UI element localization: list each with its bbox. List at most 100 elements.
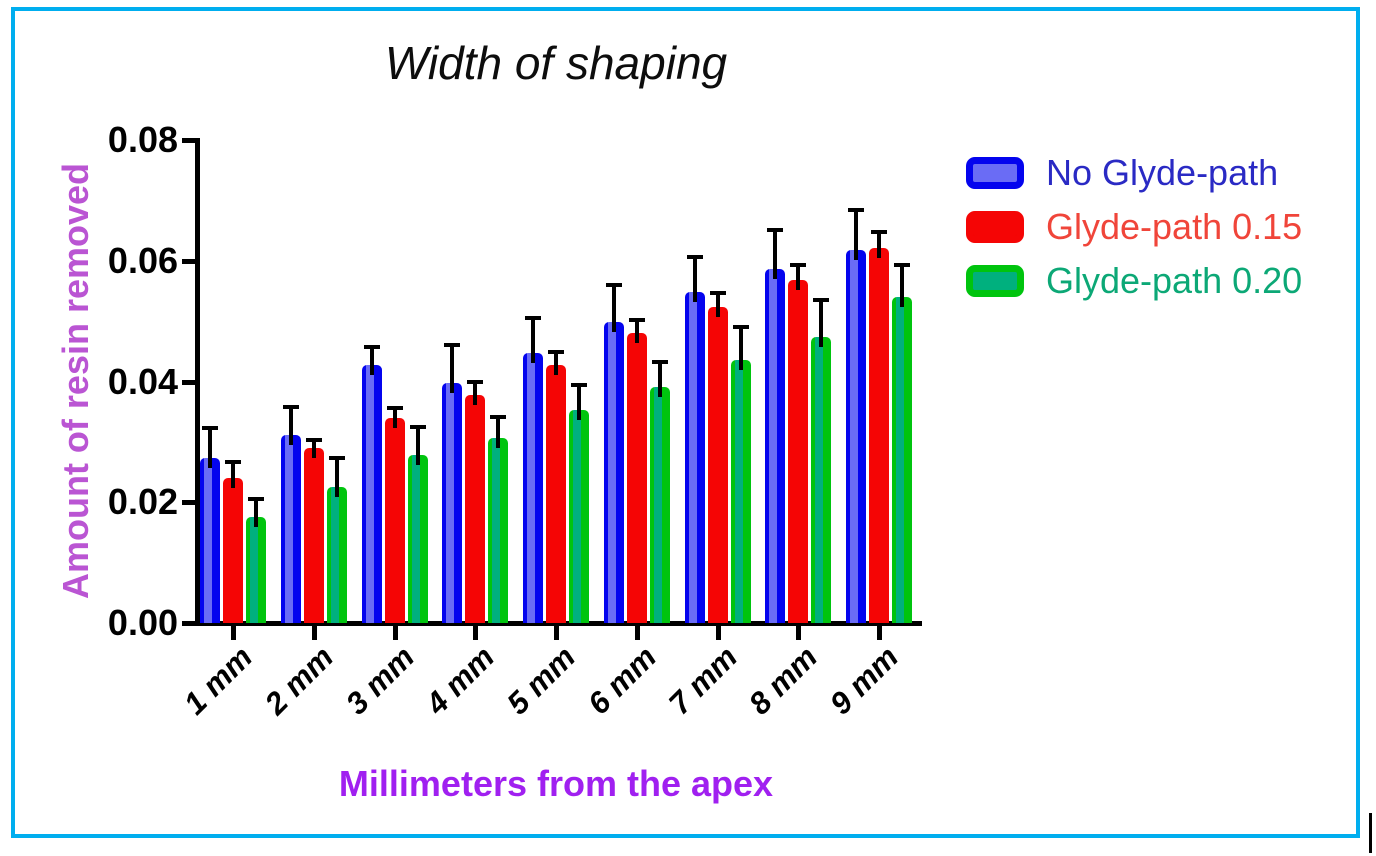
error-bar-cap xyxy=(225,459,241,464)
error-bar-cap xyxy=(813,297,830,302)
bar-glyde-path-0-20-4mm xyxy=(488,438,509,623)
bar-glyde-path-0-15-7mm xyxy=(707,307,728,623)
bar-no-glyde-path-8mm xyxy=(765,269,786,623)
error-bar-stem xyxy=(796,264,801,291)
x-tick xyxy=(554,626,559,640)
error-bar-cap xyxy=(305,438,322,443)
x-tick xyxy=(715,626,721,640)
error-bar-cap xyxy=(548,349,564,354)
bar-no-glyde-path-3mm xyxy=(361,365,382,623)
x-tick xyxy=(634,626,640,640)
legend-label-no-glyde-path: No Glyde-path xyxy=(1046,152,1279,193)
error-bar-cap xyxy=(732,325,749,330)
error-bar-cap xyxy=(571,383,587,388)
error-bar-cap xyxy=(409,424,426,429)
bar-glyde-path-0-15-1mm xyxy=(223,478,243,623)
bar-no-glyde-path-9mm xyxy=(846,249,866,623)
bar-glyde-path-0-20-3mm xyxy=(407,455,428,623)
bar-no-glyde-path-2mm xyxy=(280,435,301,623)
error-bar-cap xyxy=(202,425,218,430)
error-bar-stem xyxy=(415,426,420,466)
bar-glyde-path-0-20-5mm xyxy=(569,409,589,623)
error-bar-stem xyxy=(254,498,258,527)
error-bar-stem xyxy=(334,458,339,498)
error-bar-stem xyxy=(496,417,501,449)
error-bar-stem xyxy=(369,347,374,376)
bar-glyde-path-0-15-2mm xyxy=(303,447,324,623)
error-bar-cap xyxy=(871,230,887,235)
bar-glyde-path-0-20-8mm xyxy=(811,336,832,623)
bar-no-glyde-path-4mm xyxy=(442,383,463,623)
bar-glyde-path-0-15-3mm xyxy=(384,417,405,623)
bar-glyde-path-0-15-8mm xyxy=(788,280,809,623)
error-bar-cap xyxy=(282,404,299,409)
legend-item-no-glyde-path: No Glyde-path xyxy=(966,153,1278,193)
error-bar-stem xyxy=(692,257,697,303)
error-bar-stem xyxy=(773,229,778,280)
legend-label-glyde-path-020: Glyde-path 0.20 xyxy=(1046,260,1303,301)
bar-glyde-path-0-20-7mm xyxy=(730,359,751,623)
y-tick xyxy=(182,621,196,626)
error-bar-stem xyxy=(611,284,616,332)
error-bar-stem xyxy=(450,345,455,394)
x-tick xyxy=(877,626,882,640)
figure-border xyxy=(11,7,1360,838)
error-bar-stem xyxy=(473,382,478,405)
y-tick-label: 0.06 xyxy=(107,239,178,281)
bar-glyde-path-0-15-6mm xyxy=(626,333,647,623)
error-bar-stem xyxy=(531,318,535,364)
error-bar-cap xyxy=(767,227,784,232)
error-bar-cap xyxy=(490,415,507,420)
error-bar-cap xyxy=(363,345,380,350)
error-bar-stem xyxy=(392,408,397,428)
error-bar-cap xyxy=(709,291,726,296)
error-bar-cap xyxy=(444,343,461,348)
error-bar-stem xyxy=(577,385,581,420)
bar-glyde-path-0-20-2mm xyxy=(326,487,347,623)
bar-no-glyde-path-5mm xyxy=(523,353,543,623)
legend-swatch-no-glyde-path xyxy=(966,157,1024,189)
bar-glyde-path-0-15-9mm xyxy=(869,248,889,623)
error-bar-stem xyxy=(854,210,858,260)
error-bar-stem xyxy=(819,299,824,347)
x-axis-title: Millimeters from the apex xyxy=(338,763,774,804)
error-bar-cap xyxy=(894,262,910,267)
bar-no-glyde-path-6mm xyxy=(603,321,624,623)
error-bar-cap xyxy=(790,262,807,267)
x-tick xyxy=(231,626,236,640)
bar-glyde-path-0-15-5mm xyxy=(546,365,566,623)
error-bar-stem xyxy=(900,264,904,307)
error-bar-cap xyxy=(628,317,645,322)
y-tick xyxy=(182,138,196,143)
y-tick-label: 0.02 xyxy=(107,481,178,523)
legend-swatch-glyde-path-015 xyxy=(966,211,1024,243)
y-tick-label: 0.00 xyxy=(107,602,178,643)
legend-label-glyde-path-015: Glyde-path 0.15 xyxy=(1046,206,1303,247)
error-bar-cap xyxy=(848,208,864,213)
error-bar-stem xyxy=(231,461,235,489)
error-bar-stem xyxy=(311,440,316,458)
error-bar-stem xyxy=(634,319,639,344)
error-bar-cap xyxy=(525,316,541,321)
error-bar-cap xyxy=(651,360,668,365)
error-bar-stem xyxy=(715,293,720,318)
y-tick xyxy=(182,500,196,506)
bar-no-glyde-path-1mm xyxy=(200,458,220,623)
x-tick xyxy=(311,626,317,640)
y-tick xyxy=(182,258,196,264)
legend-item-glyde-path-015: Glyde-path 0.15 xyxy=(966,207,1302,247)
y-tick-label: 0.04 xyxy=(107,360,178,402)
error-bar-stem xyxy=(657,362,662,397)
error-bar-stem xyxy=(554,351,558,376)
x-tick xyxy=(796,626,802,640)
error-bar-cap xyxy=(248,496,264,501)
bar-glyde-path-0-15-4mm xyxy=(465,394,486,623)
bar-glyde-path-0-20-9mm xyxy=(892,296,912,623)
y-tick xyxy=(182,379,196,385)
y-axis-line xyxy=(195,138,200,626)
bar-no-glyde-path-7mm xyxy=(684,292,705,623)
y-tick-label: 0.08 xyxy=(107,119,178,160)
bar-glyde-path-0-20-6mm xyxy=(649,386,670,623)
x-axis-line xyxy=(195,621,922,626)
